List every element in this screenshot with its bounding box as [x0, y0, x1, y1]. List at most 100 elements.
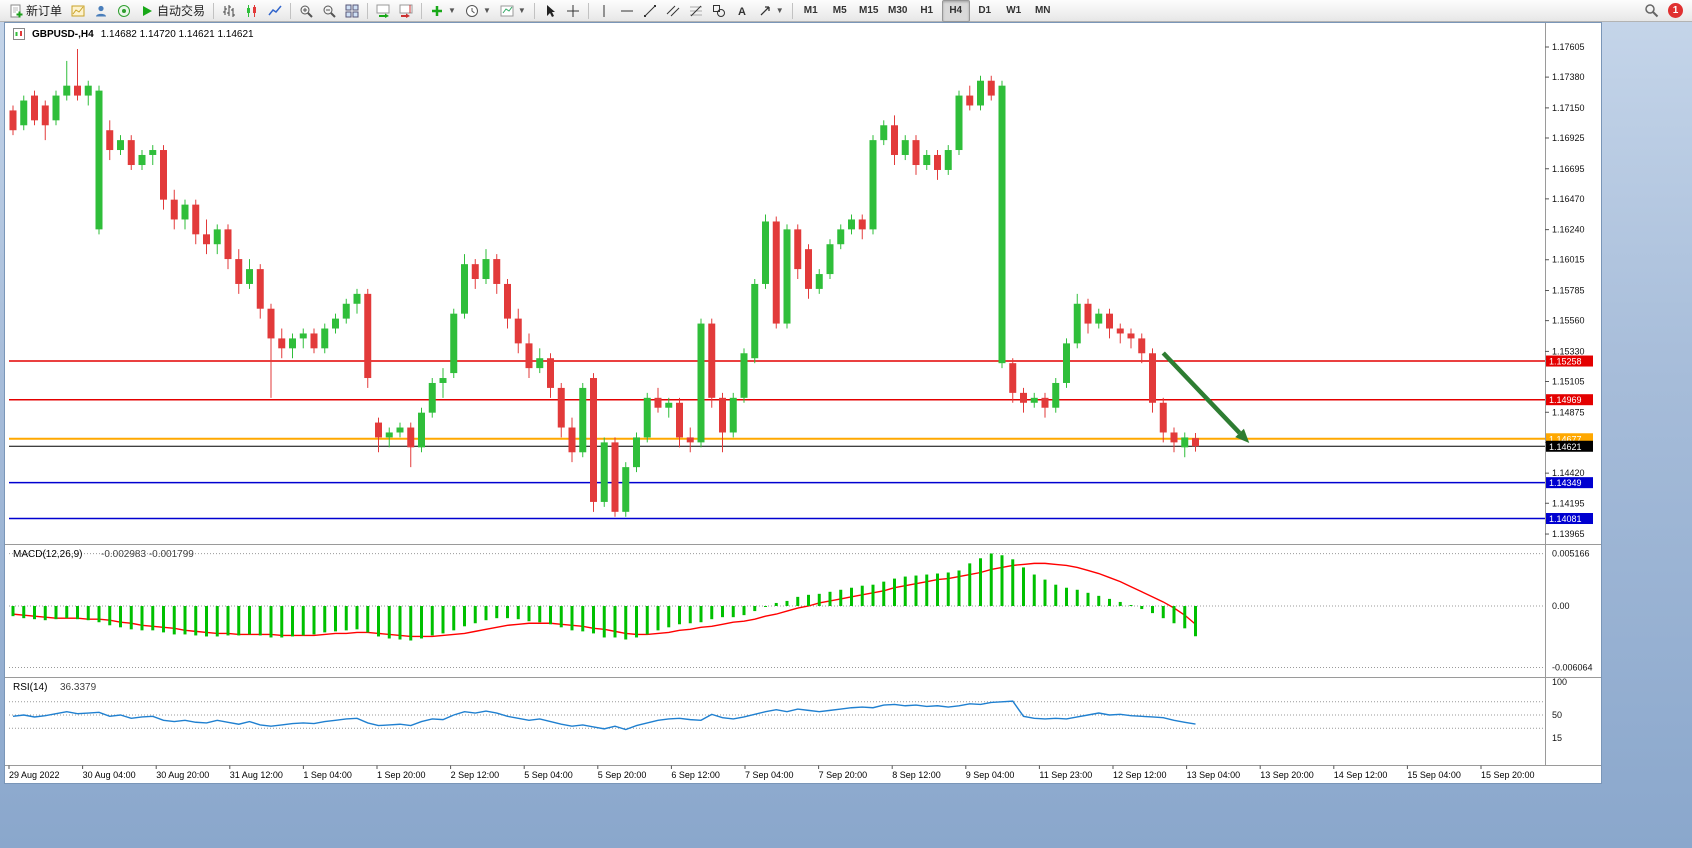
- crosshair-button[interactable]: [562, 0, 584, 22]
- auto-scroll-icon: [376, 4, 390, 18]
- bar-chart-button[interactable]: [218, 0, 240, 22]
- profiles-button[interactable]: [90, 0, 112, 22]
- timeframe-m15-button[interactable]: M15: [858, 5, 879, 16]
- candle-body: [579, 387, 587, 453]
- add-indicator-icon: [432, 5, 443, 16]
- chart-ohlc-values: 1.14682 1.14720 1.14621 1.14621: [100, 28, 254, 40]
- line-chart-button[interactable]: [264, 0, 286, 22]
- shapes-button[interactable]: [708, 0, 730, 22]
- price-tag-label: 1.14621: [1549, 442, 1582, 452]
- candle-body: [514, 318, 522, 344]
- candle-body: [751, 283, 759, 359]
- candle-body: [289, 338, 296, 349]
- candle-body: [407, 427, 415, 448]
- toolbar-separator: [791, 2, 793, 19]
- new-chart-button[interactable]: [67, 0, 89, 22]
- new-order-button[interactable]: 新订单: [5, 0, 66, 22]
- autotrade-label: 自动交易: [157, 4, 206, 18]
- candlestick-chart-button[interactable]: [241, 0, 263, 22]
- price-tick-label: 1.17150: [1552, 103, 1585, 113]
- timeframe-mn-button[interactable]: MN: [1034, 5, 1051, 16]
- price-tick-label: 1.15330: [1552, 346, 1585, 356]
- price-tag-label: 1.14081: [1549, 514, 1582, 524]
- candle-body: [826, 244, 834, 275]
- price-scale[interactable]: 1.17605 1.17380 1.17150 1.16925 1.16695 1.164…: [1545, 42, 1585, 539]
- horizontal-line-button[interactable]: [616, 0, 638, 22]
- candle-body: [450, 313, 458, 374]
- candle-body: [321, 328, 329, 349]
- candle-body: [880, 125, 888, 141]
- channel-button[interactable]: [662, 0, 684, 22]
- tile-windows-icon: [345, 4, 359, 17]
- rsi-value: 36.3379: [60, 682, 97, 693]
- candle-body: [837, 229, 845, 245]
- candle-body: [1159, 402, 1167, 433]
- notification-badge[interactable]: 1: [1668, 3, 1683, 18]
- date-label: 2 Sep 12:00: [451, 770, 500, 780]
- text-label-button[interactable]: A: [731, 0, 753, 22]
- candle-body: [708, 323, 716, 398]
- shapes-icon: [712, 4, 725, 17]
- cursor-button[interactable]: [539, 0, 561, 22]
- toolbar-separator: [290, 2, 292, 19]
- candle-body: [375, 422, 382, 438]
- candle-body: [310, 333, 318, 349]
- vertical-line-button[interactable]: [593, 0, 615, 22]
- template-chart-icon: [500, 5, 514, 16]
- price-tick-label: 1.15560: [1552, 316, 1585, 326]
- date-label: 1 Sep 20:00: [377, 770, 426, 780]
- toolbar-separator: [587, 2, 589, 19]
- zoom-in-button[interactable]: [295, 0, 317, 22]
- candle-body: [493, 259, 501, 284]
- timeframe-h4-button[interactable]: H4: [941, 0, 970, 22]
- candle-body: [41, 105, 49, 126]
- rsi-scale-label: 100: [1552, 677, 1567, 687]
- trendline-button[interactable]: [639, 0, 661, 22]
- price-tag-label: 1.14969: [1549, 395, 1582, 405]
- date-label: 31 Aug 12:00: [230, 770, 283, 780]
- candle-body: [84, 85, 92, 96]
- candle-body: [665, 402, 673, 408]
- periods-button[interactable]: ▼: [461, 0, 495, 22]
- dropdown-caret-icon: ▼: [775, 6, 784, 15]
- candle-body: [1149, 353, 1156, 403]
- candle-body: [869, 140, 877, 230]
- candle-body: [740, 353, 748, 398]
- tile-windows-button[interactable]: [341, 0, 363, 22]
- candle-body: [1084, 303, 1092, 324]
- dropdown-caret-icon: ▼: [482, 6, 491, 15]
- fibonacci-button[interactable]: [685, 0, 707, 22]
- timeframe-m30-button[interactable]: M30: [887, 5, 908, 16]
- timeframe-m5-button[interactable]: M5: [832, 5, 847, 16]
- chart-shift-button[interactable]: [395, 0, 417, 22]
- time-scale[interactable]: 29 Aug 2022 30 Aug 04:00 30 Aug 20:00 31 Au…: [8, 765, 1535, 781]
- chart-shift-icon: [399, 4, 413, 18]
- candle-body: [1170, 432, 1178, 443]
- rsi-label: RSI(14): [13, 682, 47, 693]
- candle-body: [461, 264, 468, 314]
- auto-scroll-button[interactable]: [372, 0, 394, 22]
- candlestick-chart-icon: [247, 4, 257, 17]
- trendline-icon: [643, 4, 656, 17]
- candle-body: [891, 125, 898, 155]
- autotrade-button[interactable]: 自动交易: [136, 0, 209, 22]
- search-button[interactable]: [1640, 0, 1663, 22]
- zoom-out-button[interactable]: [318, 0, 340, 22]
- arrow-objects-button[interactable]: ▼: [754, 0, 788, 22]
- timeframe-m1-button[interactable]: M1: [803, 5, 818, 16]
- expert-advisor-button[interactable]: [113, 0, 135, 22]
- timeframe-w1-button[interactable]: W1: [1006, 5, 1022, 16]
- price-tag: [1546, 355, 1593, 367]
- candle-body: [1041, 397, 1049, 408]
- candle-body: [762, 221, 769, 284]
- timeframe-h1-button[interactable]: H1: [920, 5, 934, 16]
- price-tick-label: 1.16015: [1552, 255, 1585, 265]
- candle-body: [213, 229, 221, 245]
- timeframe-d1-button[interactable]: D1: [978, 5, 992, 16]
- indicators-button[interactable]: ▼: [426, 0, 460, 22]
- horizontal-line-icon: [620, 10, 633, 11]
- price-tick-label: 1.16470: [1552, 194, 1585, 204]
- date-label: 8 Sep 12:00: [892, 770, 941, 780]
- trend-arrow[interactable]: [1161, 351, 1250, 444]
- templates-button[interactable]: ▼: [496, 0, 530, 22]
